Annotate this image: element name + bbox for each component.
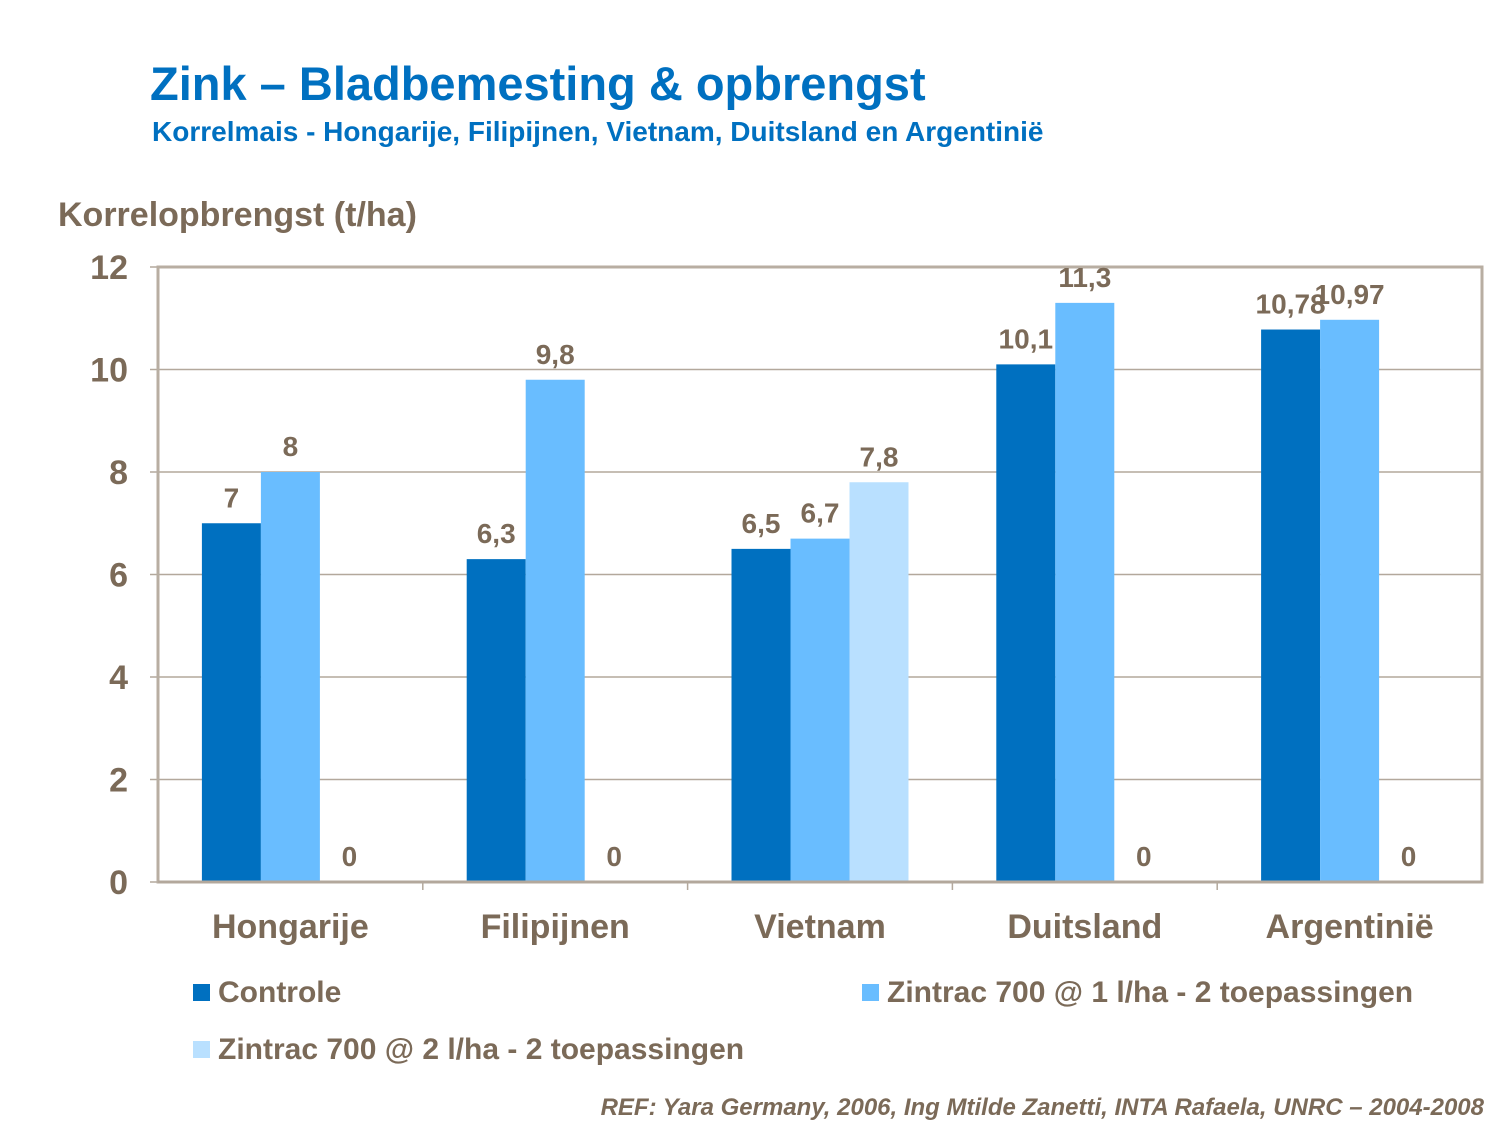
y-axis-label: Korrelopbrengst (t/ha) [58,196,417,234]
legend-label: Zintrac 700 @ 1 l/ha - 2 toepassingen [887,976,1413,1009]
data-label: 7,8 [860,441,899,472]
bar [731,548,791,882]
bar [466,559,526,882]
data-label: 6,3 [477,518,516,549]
y-tick-label: 4 [109,659,128,697]
reference-note: REF: Yara Germany, 2006, Ing Mtilde Zane… [600,1094,1484,1121]
legend-swatch [862,984,879,1001]
data-label: 0 [606,841,622,872]
data-label: 0 [342,841,358,872]
legend-label: Controle [218,976,341,1009]
data-label: 0 [1136,841,1152,872]
page-title: Zink – Bladbemesting & opbrengst [150,57,926,110]
data-label: 11,3 [1058,262,1111,293]
bar [849,482,909,882]
x-tick-label: Vietnam [754,908,886,946]
data-label: 6,7 [801,498,840,529]
y-tick-label: 0 [109,864,128,902]
legend-label: Zintrac 700 @ 2 l/ha - 2 toepassingen [218,1033,744,1066]
bar [1320,319,1380,883]
data-label: 10,1 [999,323,1054,354]
legend-swatch [193,984,210,1001]
data-label: 9,8 [536,339,575,370]
data-label: 10,78 [1256,289,1326,320]
x-tick-label: Filipijnen [481,908,630,946]
bar [201,523,261,882]
data-label: 10,97 [1315,279,1385,310]
bar [996,364,1056,882]
y-tick-label: 12 [90,249,128,287]
data-label: 6,5 [742,508,781,539]
data-label: 0 [1401,841,1417,872]
legend-swatch [193,1041,210,1058]
x-tick-label: Argentinië [1266,908,1434,946]
bar [1261,329,1321,882]
y-tick-label: 2 [109,762,128,800]
bar [525,379,585,882]
page-subtitle: Korrelmais - Hongarije, Filipijnen, Viet… [152,116,1044,147]
data-label: 8 [283,431,299,462]
bar [260,472,320,882]
y-tick-label: 8 [109,454,128,492]
y-tick-label: 10 [90,352,128,390]
y-tick-label: 6 [109,557,128,595]
x-tick-label: Duitsland [1007,908,1162,946]
data-label: 7 [224,482,240,513]
bar [1055,302,1115,882]
x-tick-label: Hongarije [212,908,369,946]
bar [790,538,850,882]
